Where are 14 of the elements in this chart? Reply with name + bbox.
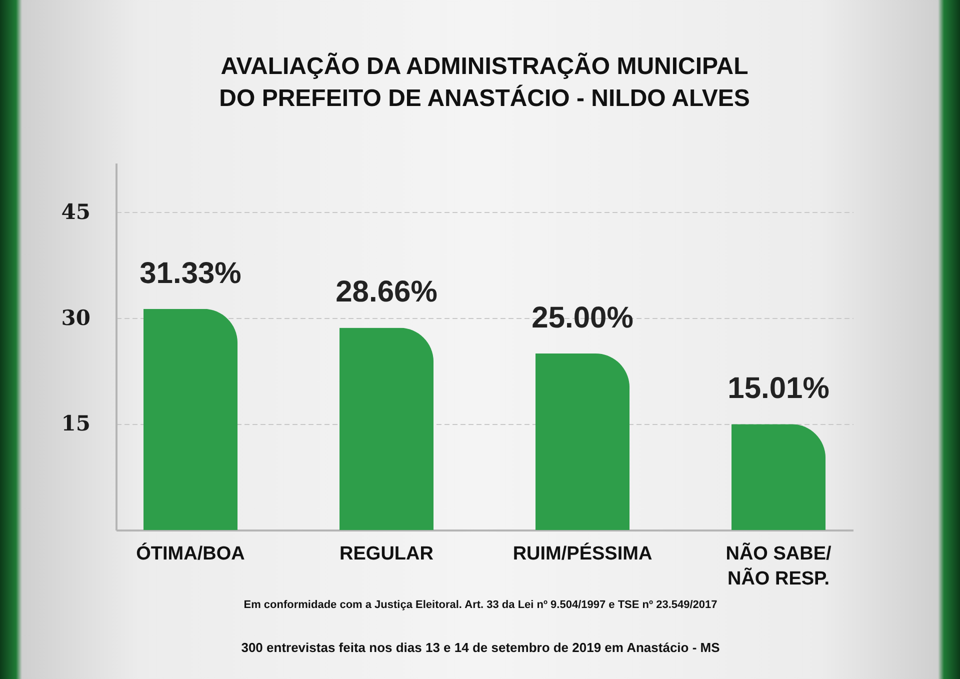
data-label: 31.33% xyxy=(140,256,242,290)
x-tick-label: RUIM/PÉSSIMA xyxy=(512,542,652,564)
text: 300 entrevistas feita nos dias 13 e 14 de setembro de 2019 em Anastácio - MS xyxy=(241,640,720,655)
text: Em conformidade com a Justiça Eleitoral. Art. 33 da Lei nº 9.504/1997 e TSE nº 23.549/2017 xyxy=(244,599,718,611)
data-label: 28.66% xyxy=(336,276,438,309)
x-tick-label: NÃO SABE/ NÃO RESP. xyxy=(726,542,832,590)
y-tick-label: 30 xyxy=(61,304,90,330)
x-tick-label: REGULAR xyxy=(340,544,434,564)
data-label: 25.00% xyxy=(532,302,634,335)
chart-title: AVALIAÇÃO DA ADMINISTRAÇÃO MUNICIPAL DO PREFEITO DE ANASTÁCIO - NILDO ALVES xyxy=(219,52,750,112)
y-tick-label: 15 xyxy=(61,410,90,436)
x-tick-label: ÓTIMA/BOA xyxy=(136,542,246,564)
y-tick-label: 45 xyxy=(61,198,90,224)
data-label: 15.01% xyxy=(728,372,830,406)
